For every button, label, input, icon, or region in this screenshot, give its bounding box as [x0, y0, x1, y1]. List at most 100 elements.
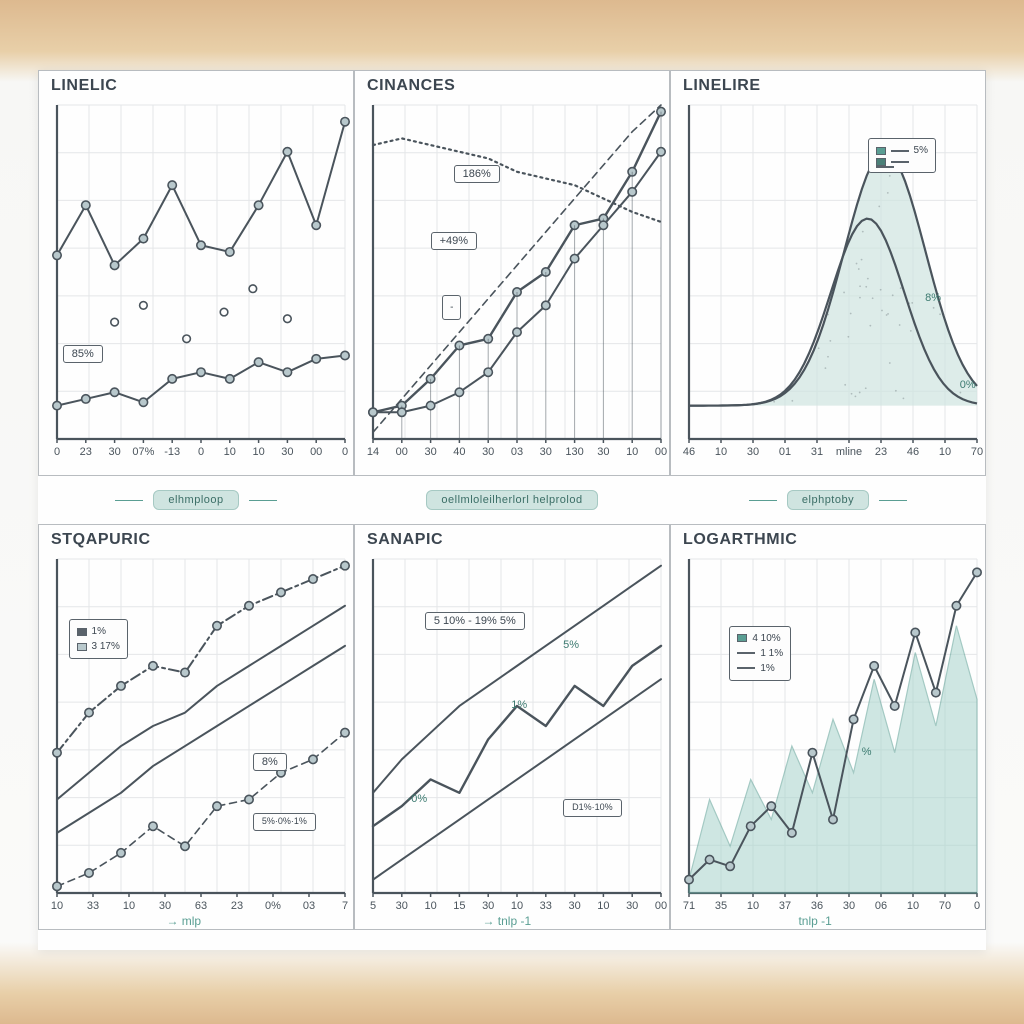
svg-text:30: 30 [482, 446, 494, 458]
svg-text:14: 14 [367, 446, 379, 458]
chart-legend: - [442, 295, 461, 320]
svg-text:10: 10 [252, 446, 264, 458]
svg-text:30: 30 [424, 446, 436, 458]
svg-text:mline: mline [836, 446, 862, 458]
pill-dash-icon [749, 500, 777, 501]
svg-text:00: 00 [655, 446, 667, 458]
svg-text:tnlp -1: tnlp -1 [798, 914, 832, 928]
whiteboard: LINELIC 0233007%-130101030000 85% CINANC… [38, 70, 986, 950]
svg-text:→ mlp: → mlp [166, 914, 201, 928]
svg-text:36: 36 [811, 900, 823, 912]
between-label-1: elhmploop [153, 490, 238, 510]
svg-text:10: 10 [907, 900, 919, 912]
svg-text:15: 15 [453, 900, 465, 912]
svg-text:10: 10 [511, 900, 523, 912]
svg-text:33: 33 [540, 900, 552, 912]
svg-text:23: 23 [875, 446, 887, 458]
svg-text:→ tnlp -1: → tnlp -1 [482, 914, 531, 928]
svg-text:46: 46 [907, 446, 919, 458]
panel-1-chart: 0233007%-130101030000 [39, 71, 353, 475]
panel-3-chart: 46 10 30 01 31 mline 23 46 10 70 [671, 71, 985, 475]
svg-text:130: 130 [565, 446, 583, 458]
svg-text:00: 00 [310, 446, 322, 458]
svg-text:40: 40 [453, 446, 465, 458]
chart-annotation: +49% [431, 232, 477, 250]
svg-text:63: 63 [195, 900, 207, 912]
spacer [354, 930, 670, 950]
svg-text:10: 10 [747, 900, 759, 912]
svg-text:-13: -13 [164, 446, 180, 458]
svg-text:30: 30 [482, 900, 494, 912]
svg-text:10: 10 [626, 446, 638, 458]
panel-4: STQAPURIC 1033103063230%037→ mlp 8%5%·0%… [38, 524, 354, 930]
svg-text:5: 5 [370, 900, 376, 912]
between-cell-1: elhmploop [38, 476, 354, 524]
svg-text:10: 10 [715, 446, 727, 458]
panel-5-chart: 530101530103330103000→ tnlp -1 [355, 525, 669, 929]
svg-text:30: 30 [540, 446, 552, 458]
svg-text:0: 0 [198, 446, 204, 458]
between-cell-3: elphptoby [670, 476, 986, 524]
chart-annotation: 85% [63, 345, 103, 363]
svg-text:30: 30 [396, 900, 408, 912]
chart-annotation: 0% [960, 379, 976, 391]
svg-text:30: 30 [597, 446, 609, 458]
svg-text:01: 01 [779, 446, 791, 458]
pill-dash-icon [249, 500, 277, 501]
panel-5-title: SANAPIC [367, 531, 443, 549]
svg-text:10: 10 [939, 446, 951, 458]
panel-4-chart: 1033103063230%037→ mlp [39, 525, 353, 929]
pill-dash-icon [879, 500, 907, 501]
svg-text:0: 0 [342, 446, 348, 458]
panel-2-chart: 14003040300330130301000 [355, 71, 669, 475]
panel-2: CINANCES 14003040300330130301000 186%+49… [354, 70, 670, 476]
chart-legend: 4 10%1 1%1% [729, 626, 791, 681]
svg-text:0%: 0% [265, 900, 281, 912]
svg-text:03: 03 [511, 446, 523, 458]
chart-annotation: -0% [408, 793, 428, 805]
svg-text:03: 03 [303, 900, 315, 912]
svg-text:30: 30 [747, 446, 759, 458]
panel-5: SANAPIC 530101530103330103000→ tnlp -1 5… [354, 524, 670, 930]
chart-legend: 5% [868, 138, 936, 173]
svg-text:30: 30 [281, 446, 293, 458]
panel-1: LINELIC 0233007%-130101030000 85% [38, 70, 354, 476]
svg-text:23: 23 [80, 446, 92, 458]
svg-text:71: 71 [683, 900, 695, 912]
svg-text:07%: 07% [132, 446, 154, 458]
chart-annotation: D1%·10% [563, 799, 622, 817]
svg-text:30: 30 [159, 900, 171, 912]
panel-6-chart: 7135103736300610700tnlp -1 [671, 525, 985, 929]
svg-text:00: 00 [655, 900, 667, 912]
svg-text:10: 10 [51, 900, 63, 912]
svg-text:35: 35 [715, 900, 727, 912]
spacer [38, 930, 354, 950]
svg-text:33: 33 [87, 900, 99, 912]
svg-text:0: 0 [974, 900, 980, 912]
svg-text:10: 10 [224, 446, 236, 458]
spacer [670, 930, 986, 950]
svg-text:10: 10 [597, 900, 609, 912]
chart-annotation: % [862, 746, 872, 758]
svg-text:10: 10 [424, 900, 436, 912]
svg-text:30: 30 [843, 900, 855, 912]
pill-dash-icon [115, 500, 143, 501]
between-cell-2: oellmloleilherlorl helprolod [354, 476, 670, 524]
chart-annotation: 5 10% - 19% 5% [425, 612, 525, 630]
chart-annotation: 5% [563, 639, 579, 651]
svg-text:23: 23 [231, 900, 243, 912]
chart-legend: 1%3 17% [69, 619, 128, 659]
svg-text:30: 30 [568, 900, 580, 912]
svg-text:7: 7 [342, 900, 348, 912]
panel-6: LOGARTHMIC 7135103736300610700tnlp -1 %4… [670, 524, 986, 930]
svg-text:70: 70 [971, 446, 983, 458]
svg-text:37: 37 [779, 900, 791, 912]
between-label-2: oellmloleilherlorl helprolod [426, 490, 597, 510]
chart-annotation: 1% [511, 699, 527, 711]
svg-text:46: 46 [683, 446, 695, 458]
svg-text:06: 06 [875, 900, 887, 912]
svg-text:31: 31 [811, 446, 823, 458]
between-label-3: elphptoby [787, 490, 869, 510]
panel-1-title: LINELIC [51, 77, 117, 95]
panel-6-title: LOGARTHMIC [683, 531, 797, 549]
